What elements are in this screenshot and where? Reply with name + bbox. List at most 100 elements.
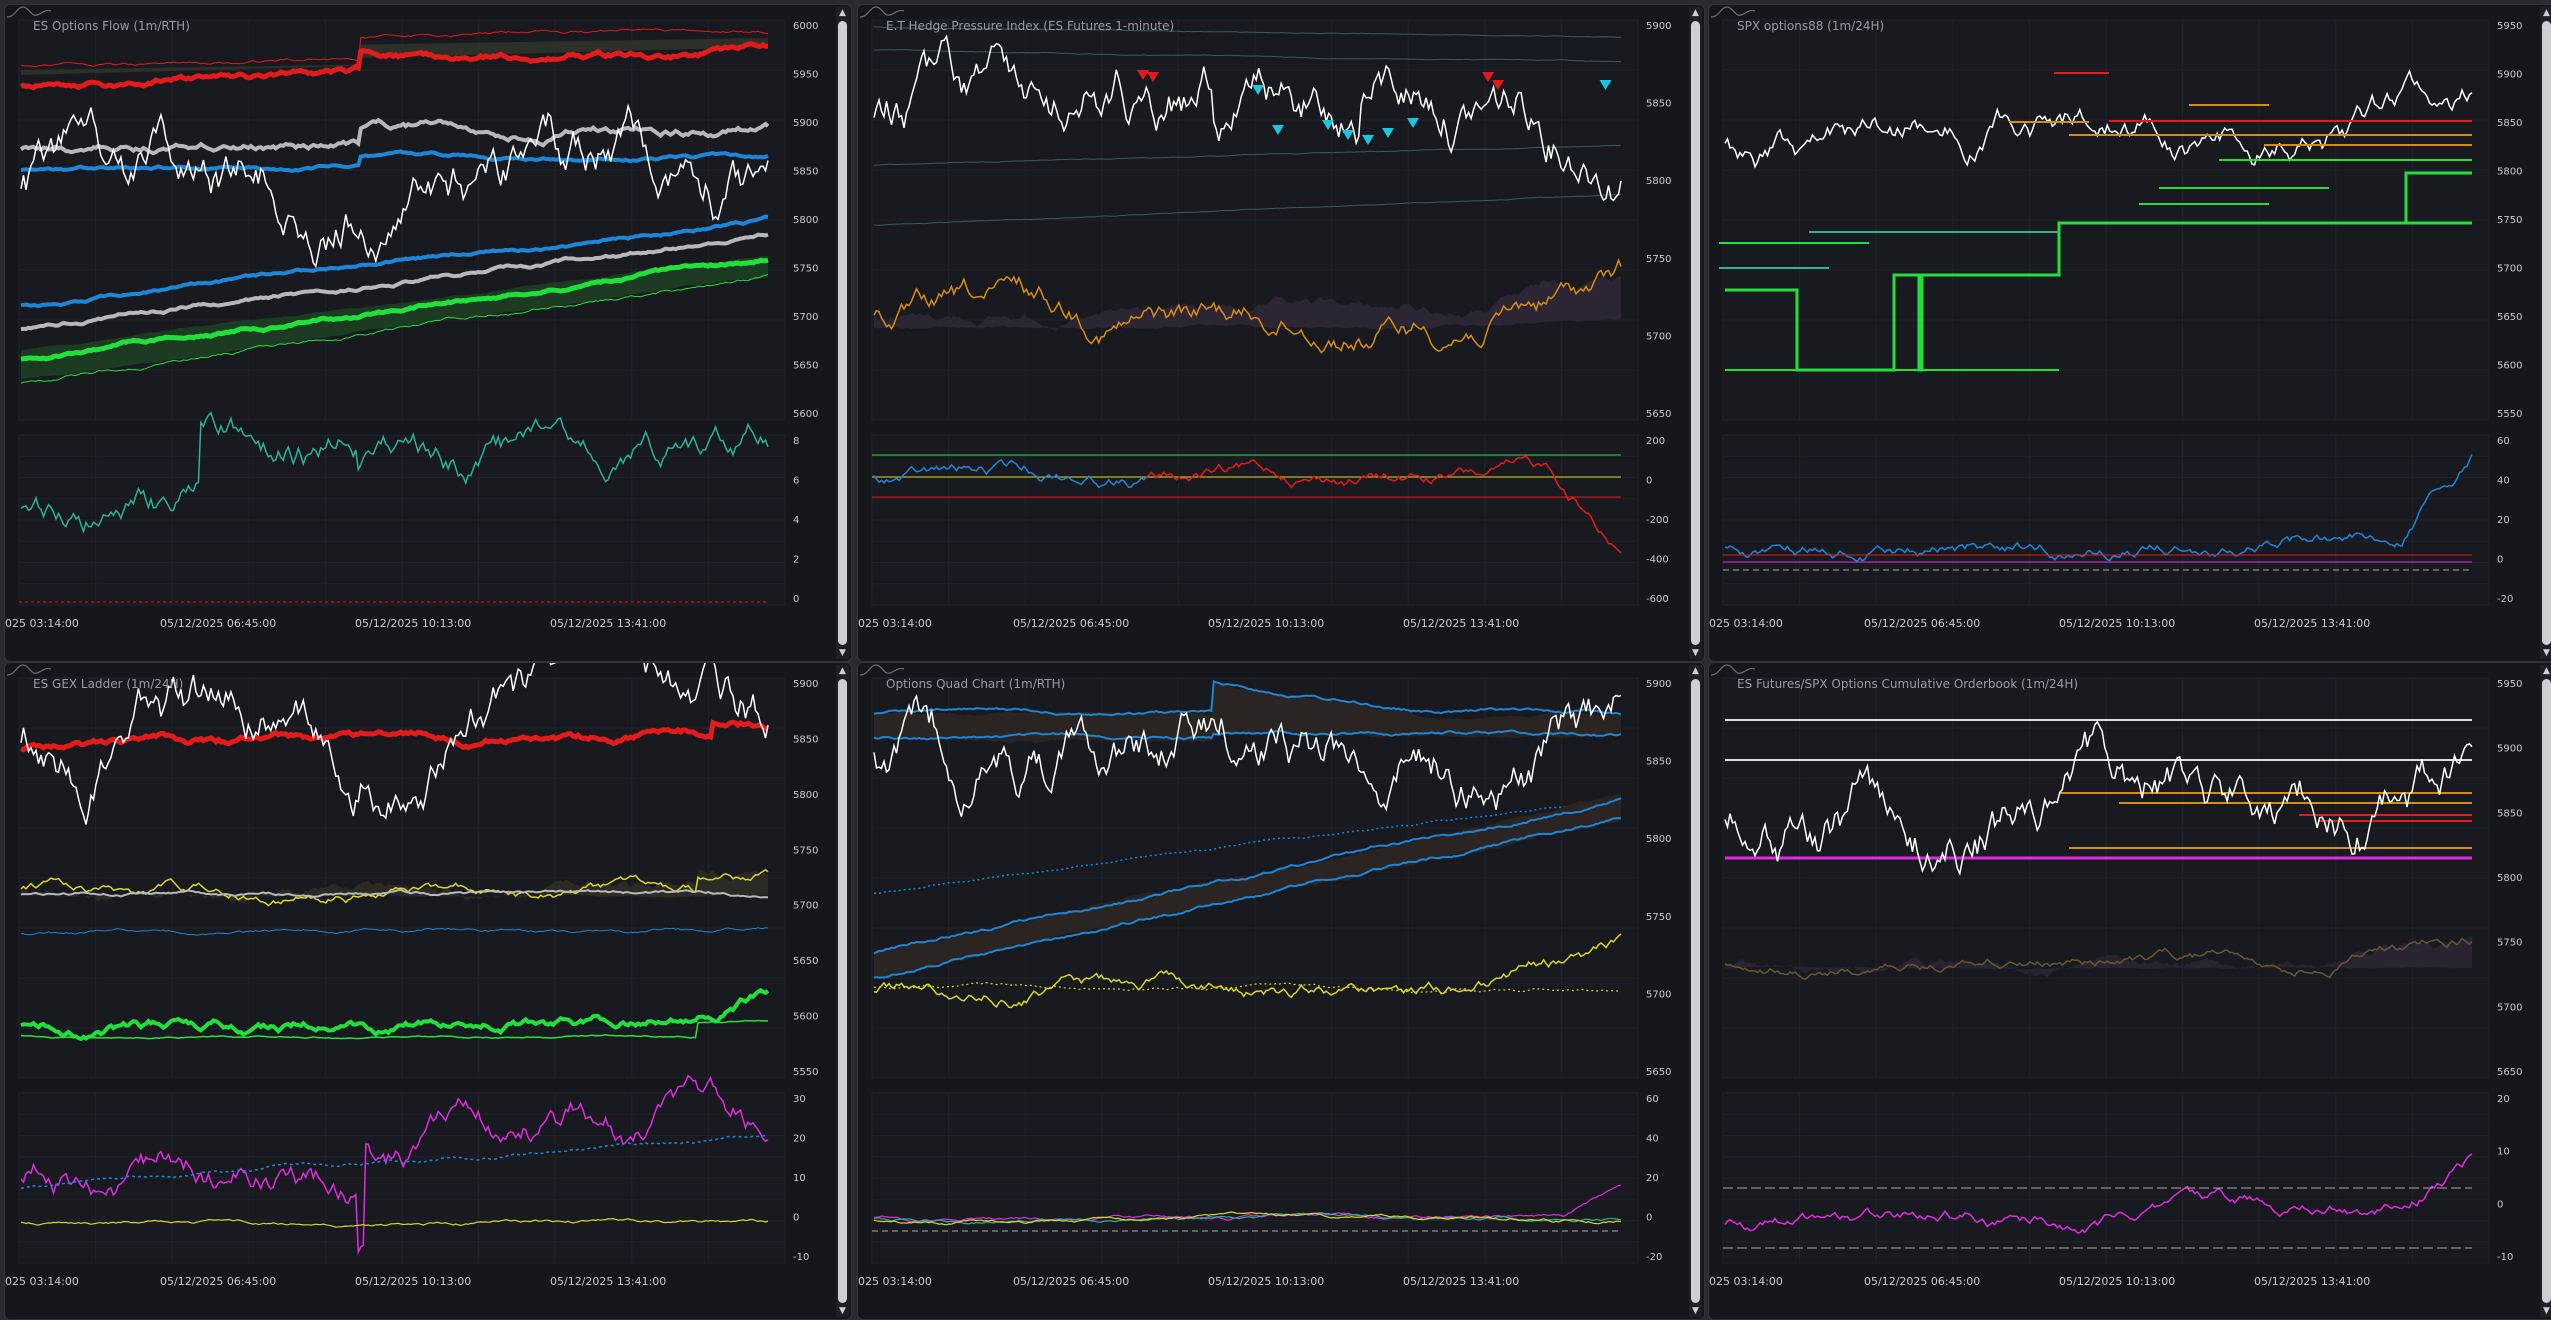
axis-tick-label: 5900 bbox=[2497, 744, 2522, 755]
envelope-top-line bbox=[873, 26, 1622, 38]
signal-marker bbox=[1322, 120, 1334, 130]
gray-lower-line bbox=[20, 232, 769, 332]
x-axis-tick-label: 025 03:14:00 bbox=[858, 617, 932, 630]
signal-marker bbox=[1382, 128, 1394, 138]
watermark-logo-icon bbox=[1710, 6, 1756, 18]
chart-canvas[interactable]: 5900 5850 5800 5750 5700 5650 60 40 20 0 -20 025 03… bbox=[858, 663, 1704, 1319]
axis-tick-label: 5750 bbox=[2497, 215, 2522, 226]
scrollbar-thumb[interactable] bbox=[1691, 679, 1700, 1303]
axis-tick-label: 4 bbox=[793, 515, 799, 526]
vertical-scrollbar[interactable]: ▲ ▼ bbox=[1689, 665, 1702, 1317]
axis-tick-label: 60 bbox=[1646, 1094, 1659, 1105]
chart-canvas[interactable]: 5950 5900 5850 5800 5750 5700 5650 5600 5550 60 40… bbox=[1709, 5, 2551, 661]
scroll-up-arrow-icon[interactable]: ▲ bbox=[839, 666, 846, 676]
axis-tick-label: 5700 bbox=[1646, 989, 1671, 1000]
axis-tick-label: 5850 bbox=[793, 167, 818, 178]
series-group bbox=[19, 28, 770, 603]
axis-tick-label: 5950 bbox=[793, 70, 818, 81]
x-axis-tick-label: 025 03:14:00 bbox=[5, 1275, 79, 1288]
axis-tick-label: 5650 bbox=[1646, 1067, 1671, 1078]
vertical-scrollbar[interactable]: ▲ ▼ bbox=[836, 665, 849, 1317]
red-line bbox=[20, 41, 768, 91]
axis-tick-label: 5650 bbox=[1646, 409, 1671, 420]
scroll-up-arrow-icon[interactable]: ▲ bbox=[2543, 8, 2550, 18]
signal-marker bbox=[1599, 80, 1612, 90]
axis-tick-label: 0 bbox=[2497, 555, 2503, 566]
axis-tick-label: 5550 bbox=[2497, 409, 2522, 420]
axis-tick-label: 6000 bbox=[793, 21, 818, 32]
x-axis-tick-label: 05/12/2025 10:13:00 bbox=[1208, 617, 1324, 630]
signal-marker bbox=[1137, 70, 1149, 80]
series-group bbox=[1723, 719, 2473, 1249]
scroll-down-arrow-icon[interactable]: ▼ bbox=[2543, 1306, 2550, 1316]
series-group bbox=[1719, 69, 2473, 571]
blue-dotted-line bbox=[873, 797, 1622, 895]
vertical-scrollbar[interactable]: ▲ ▼ bbox=[2540, 7, 2551, 659]
scroll-up-arrow-icon[interactable]: ▲ bbox=[1692, 8, 1699, 18]
x-axis-tick-label: 025 03:14:00 bbox=[1709, 617, 1783, 630]
chart-panel[interactable]: 5900 5850 5800 5750 5700 5650 200 0 -200 -400 -600… bbox=[857, 4, 1705, 662]
blue-line bbox=[20, 927, 769, 936]
signal-marker bbox=[1482, 72, 1494, 82]
sub-blue-line bbox=[20, 1134, 769, 1190]
x-axis-tick-label: 05/12/2025 06:45:00 bbox=[1013, 617, 1129, 630]
axis-tick-label: 5800 bbox=[2497, 167, 2522, 178]
envelope-line bbox=[873, 193, 1622, 226]
chart-canvas[interactable]: 5900 5850 5800 5750 5700 5650 200 0 -200 -400 -600… bbox=[858, 5, 1704, 661]
watermark-logo-icon bbox=[1710, 664, 1756, 676]
x-axis-tick-label: 05/12/2025 10:13:00 bbox=[1208, 1275, 1324, 1288]
panel-title: SPX options88 (1m/24H) bbox=[1737, 19, 1885, 33]
axis-tick-label: 5700 bbox=[2497, 1002, 2522, 1013]
chart-panel[interactable]: 5950 5900 5850 5800 5750 5700 5650 20 10 0 -10 025 … bbox=[1708, 662, 2551, 1320]
chart-panel[interactable]: 5950 5900 5850 5800 5750 5700 5650 5600 5550 60 40… bbox=[1708, 4, 2551, 662]
axis-tick-label: 40 bbox=[2497, 476, 2510, 487]
scroll-down-arrow-icon[interactable]: ▼ bbox=[839, 1306, 846, 1316]
watermark-logo-icon bbox=[6, 664, 52, 676]
scroll-up-arrow-icon[interactable]: ▲ bbox=[2543, 666, 2550, 676]
red-thin-line bbox=[20, 28, 769, 68]
scroll-down-arrow-icon[interactable]: ▼ bbox=[2543, 648, 2550, 658]
chart-canvas[interactable]: 6000 5950 5900 5850 5800 5750 5700 5650 5600 8 6 4 2… bbox=[5, 5, 851, 661]
axis-tick-label: 0 bbox=[1646, 476, 1652, 487]
axis-tick-label: 5800 bbox=[2497, 873, 2522, 884]
scroll-down-arrow-icon[interactable]: ▼ bbox=[1692, 1306, 1699, 1316]
scroll-down-arrow-icon[interactable]: ▼ bbox=[839, 648, 846, 658]
scrollbar-thumb[interactable] bbox=[838, 21, 847, 645]
x-axis-tick-label: 025 03:14:00 bbox=[5, 617, 79, 630]
chart-canvas[interactable]: 5900 5850 5800 5750 5700 5650 5600 5550 30 20 10 0 -… bbox=[5, 663, 851, 1319]
orderbook-band bbox=[1725, 936, 2472, 978]
chart-panel[interactable]: 5900 5850 5800 5750 5700 5650 60 40 20 0 -20 025 03… bbox=[857, 662, 1705, 1320]
scrollbar-thumb[interactable] bbox=[1691, 21, 1700, 645]
sub-yellow-line bbox=[20, 1218, 769, 1228]
price-line bbox=[873, 693, 1622, 818]
signal-marker bbox=[1342, 130, 1354, 140]
axis-tick-label: 5850 bbox=[1646, 757, 1671, 768]
scroll-down-arrow-icon[interactable]: ▼ bbox=[1692, 648, 1699, 658]
scroll-up-arrow-icon[interactable]: ▲ bbox=[839, 8, 846, 18]
chart-canvas[interactable]: 5950 5900 5850 5800 5750 5700 5650 20 10 0 -10 025 … bbox=[1709, 663, 2551, 1319]
scroll-up-arrow-icon[interactable]: ▲ bbox=[1692, 666, 1699, 676]
axis-tick-label: 20 bbox=[793, 1134, 806, 1145]
axis-tick-label: 5700 bbox=[2497, 264, 2522, 275]
chart-panel[interactable]: 6000 5950 5900 5850 5800 5750 5700 5650 5600 8 6 4 2… bbox=[4, 4, 852, 662]
axis-tick-label: 5650 bbox=[2497, 1067, 2522, 1078]
x-axis-tick-label: 05/12/2025 13:41:00 bbox=[2254, 1275, 2370, 1288]
scrollbar-thumb[interactable] bbox=[838, 679, 847, 1303]
scrollbar-thumb[interactable] bbox=[2542, 21, 2551, 645]
watermark-logo-icon bbox=[859, 6, 905, 18]
axis-tick-label: 8 bbox=[793, 436, 799, 447]
vertical-scrollbar[interactable]: ▲ ▼ bbox=[836, 7, 849, 659]
axis-tick-label: 5850 bbox=[793, 734, 818, 745]
axis-tick-label: 10 bbox=[2497, 1147, 2510, 1158]
axis-tick-label: 5900 bbox=[2497, 70, 2522, 81]
panel-title: Options Quad Chart (1m/RTH) bbox=[886, 677, 1066, 691]
chart-panel[interactable]: 5900 5850 5800 5750 5700 5650 5600 5550 30 20 10 0 -… bbox=[4, 662, 852, 1320]
series-group bbox=[872, 679, 1622, 1232]
scrollbar-thumb[interactable] bbox=[2542, 679, 2551, 1303]
vertical-scrollbar[interactable]: ▲ ▼ bbox=[1689, 7, 1702, 659]
x-axis-tick-label: 05/12/2025 06:45:00 bbox=[1864, 1275, 1980, 1288]
vertical-scrollbar[interactable]: ▲ ▼ bbox=[2540, 665, 2551, 1317]
signal-marker bbox=[1272, 125, 1284, 135]
blue-line bbox=[873, 797, 1622, 955]
axis-tick-label: 20 bbox=[2497, 1094, 2510, 1105]
